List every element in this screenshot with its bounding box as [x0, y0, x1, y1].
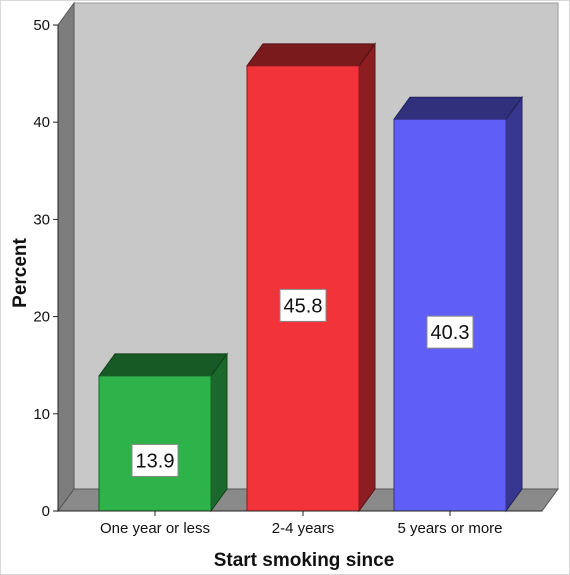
x-axis: One year or less 2-4 years 5 years or more [58, 510, 542, 537]
x-tick-label: 5 years or more [397, 520, 502, 537]
data-label: 13.9 [136, 450, 175, 472]
y-axis-title: Percent [10, 237, 31, 307]
y-tick-label: 40 [33, 114, 50, 131]
x-tick-label: 2-4 years [272, 520, 335, 537]
data-label-box [279, 288, 327, 322]
bar-side [210, 352, 228, 513]
data-label-box [426, 315, 474, 349]
bar-side [505, 95, 523, 513]
bar-top [98, 353, 228, 377]
bar-side [358, 42, 376, 513]
data-label: 40.3 [431, 322, 470, 344]
x-tick-label: One year or less [100, 520, 210, 537]
bars: 13.9 45.8 40.3 [98, 42, 523, 513]
y-tick-label: 0 [42, 503, 50, 520]
y-tick-label: 30 [33, 211, 50, 228]
bar: 13.9 [98, 352, 228, 513]
y-axis: 0 10 20 30 40 50 [33, 17, 59, 520]
bar-front [98, 375, 212, 512]
bar-top [393, 96, 523, 120]
y-tick-label: 50 [33, 17, 50, 34]
bar-front [393, 118, 507, 512]
bar-front [246, 65, 360, 512]
data-label: 45.8 [284, 295, 323, 317]
bar: 45.8 [246, 42, 376, 513]
side-wall [57, 1, 75, 513]
data-label-box [131, 443, 179, 477]
bar: 40.3 [393, 95, 523, 513]
bar-top [246, 43, 376, 67]
x-axis-title: Start smoking since [214, 550, 395, 571]
y-tick-label: 20 [33, 309, 50, 326]
y-tick-label: 10 [33, 406, 50, 423]
